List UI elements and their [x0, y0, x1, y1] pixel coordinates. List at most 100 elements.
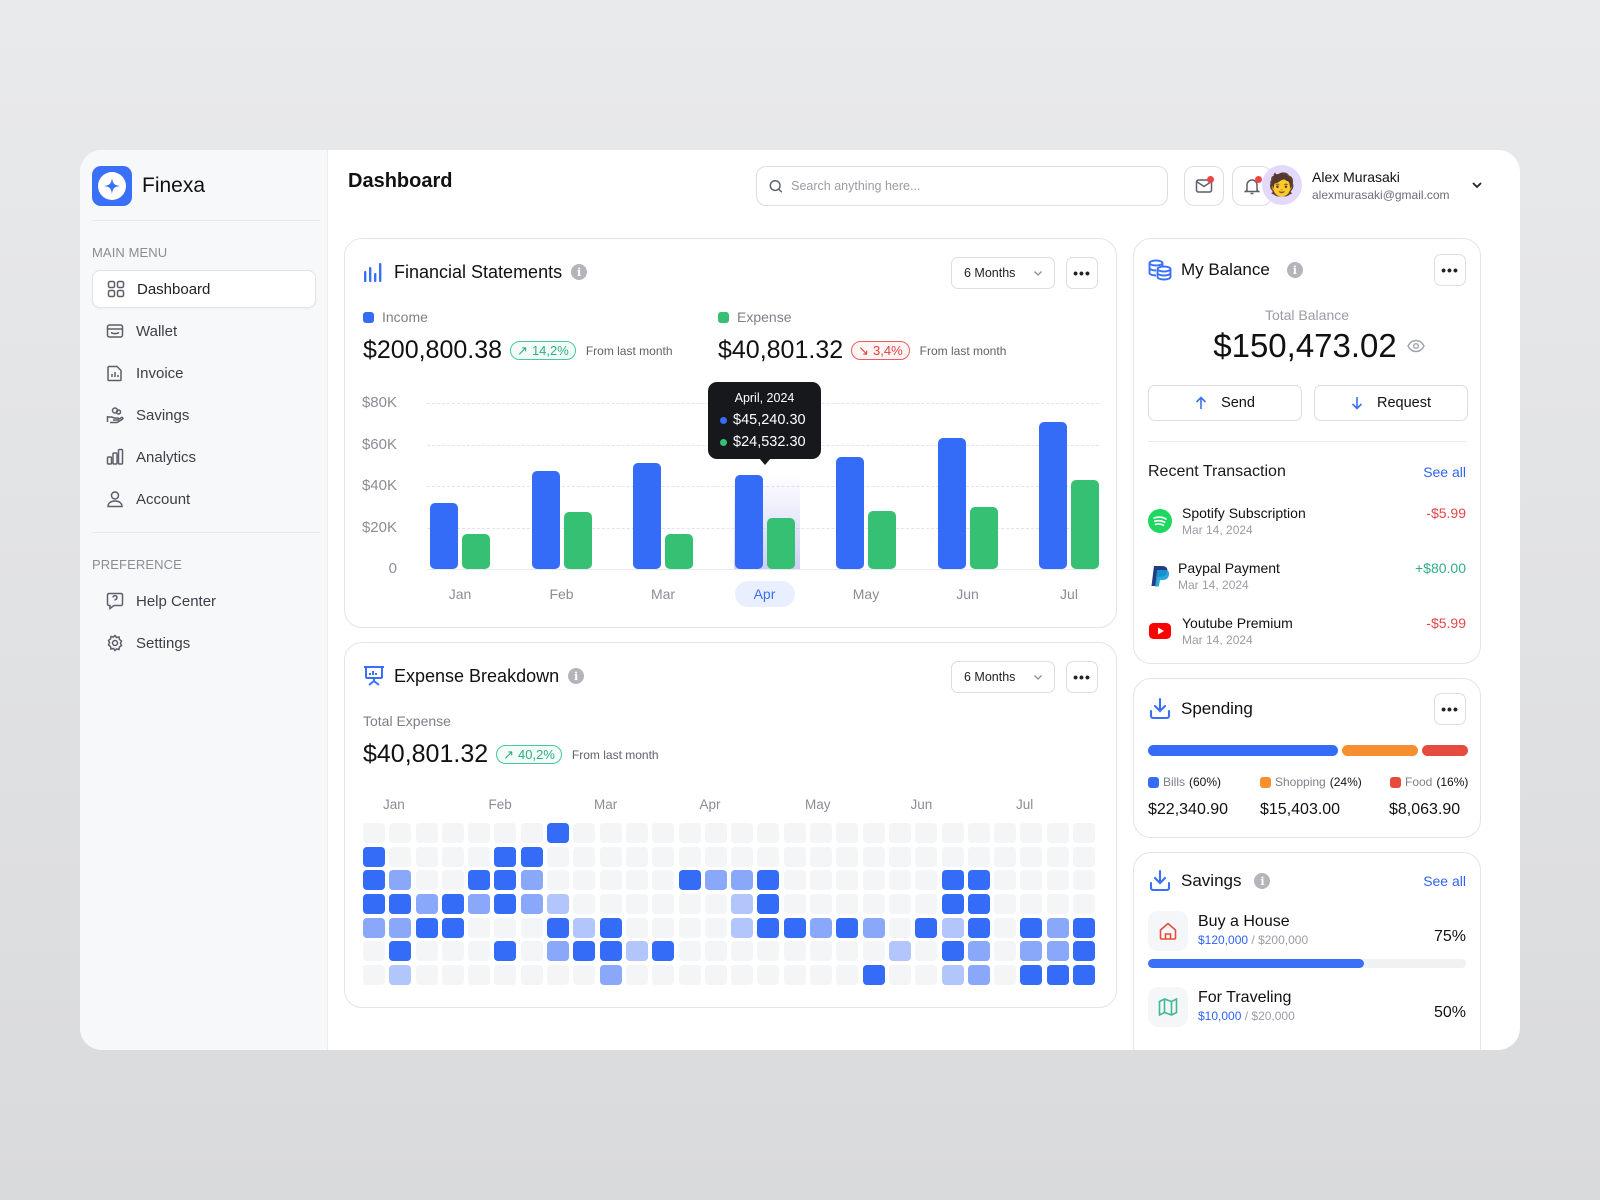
- info-icon[interactable]: i: [571, 264, 588, 280]
- heatmap-cell[interactable]: [836, 846, 859, 867]
- heatmap-cell[interactable]: [1073, 917, 1096, 938]
- brand[interactable]: Finexa: [92, 166, 315, 206]
- heatmap-cell[interactable]: [363, 846, 385, 867]
- heatmap-cell[interactable]: [441, 823, 464, 843]
- heatmap-cell[interactable]: [810, 917, 833, 938]
- heatmap-cell[interactable]: [652, 870, 675, 891]
- heatmap-cell[interactable]: [573, 846, 596, 867]
- see-all-savings-link[interactable]: See all: [1423, 873, 1466, 889]
- info-icon[interactable]: i: [1286, 262, 1303, 278]
- heatmap-cell[interactable]: [757, 823, 780, 843]
- heatmap-cell[interactable]: [757, 894, 780, 915]
- heatmap-cell[interactable]: [415, 870, 438, 891]
- x-axis-label-jul[interactable]: Jul: [1060, 586, 1078, 602]
- heatmap-cell[interactable]: [915, 965, 938, 986]
- heatmap-cell[interactable]: [468, 894, 491, 915]
- heatmap-cell[interactable]: [573, 894, 596, 915]
- heatmap-cell[interactable]: [941, 917, 964, 938]
- expense-bar[interactable]: [462, 533, 490, 569]
- heatmap-cell[interactable]: [757, 941, 780, 962]
- expense-bar[interactable]: [969, 506, 998, 569]
- heatmap-cell[interactable]: [415, 917, 438, 938]
- heatmap-cell[interactable]: [862, 917, 885, 938]
- heatmap-cell[interactable]: [810, 894, 833, 915]
- heatmap-cell[interactable]: [415, 894, 438, 915]
- heatmap-cell[interactable]: [704, 894, 727, 915]
- heatmap-cell[interactable]: [731, 846, 754, 867]
- heatmap-cell[interactable]: [652, 941, 675, 962]
- heatmap-cell[interactable]: [783, 917, 806, 938]
- heatmap-cell[interactable]: [994, 870, 1017, 891]
- heatmap-cell[interactable]: [731, 917, 754, 938]
- heatmap-cell[interactable]: [888, 894, 911, 915]
- heatmap-cell[interactable]: [731, 941, 754, 962]
- heatmap-cell[interactable]: [441, 965, 464, 986]
- transaction-row[interactable]: Youtube Premium Mar 14, 2024 -$5.99: [1148, 615, 1466, 651]
- heatmap-cell[interactable]: [468, 917, 491, 938]
- heatmap-cell[interactable]: [389, 823, 412, 843]
- heatmap-cell[interactable]: [494, 917, 517, 938]
- heatmap-cell[interactable]: [1020, 965, 1043, 986]
- heatmap-cell[interactable]: [994, 846, 1017, 867]
- heatmap-cell[interactable]: [625, 823, 648, 843]
- heatmap-cell[interactable]: [915, 823, 938, 843]
- more-button[interactable]: •••: [1066, 661, 1098, 693]
- heatmap-cell[interactable]: [783, 941, 806, 962]
- heatmap-cell[interactable]: [494, 894, 517, 915]
- heatmap-cell[interactable]: [363, 823, 385, 843]
- heatmap-cell[interactable]: [678, 917, 701, 938]
- heatmap-cell[interactable]: [441, 846, 464, 867]
- heatmap-cell[interactable]: [494, 941, 517, 962]
- heatmap-cell[interactable]: [810, 870, 833, 891]
- heatmap-cell[interactable]: [915, 870, 938, 891]
- income-bar[interactable]: [531, 471, 560, 569]
- heatmap-cell[interactable]: [468, 941, 491, 962]
- heatmap-cell[interactable]: [678, 823, 701, 843]
- heatmap-cell[interactable]: [941, 894, 964, 915]
- sidebar-item-dashboard[interactable]: Dashboard: [92, 270, 316, 308]
- search-input[interactable]: [791, 179, 1155, 193]
- heatmap-cell[interactable]: [967, 917, 990, 938]
- income-bar[interactable]: [1039, 421, 1067, 569]
- heatmap-cell[interactable]: [441, 894, 464, 915]
- heatmap-cell[interactable]: [704, 917, 727, 938]
- heatmap-cell[interactable]: [547, 941, 570, 962]
- heatmap-cell[interactable]: [1046, 846, 1069, 867]
- heatmap-cell[interactable]: [704, 965, 727, 986]
- heatmap-cell[interactable]: [547, 846, 570, 867]
- heatmap-cell[interactable]: [994, 823, 1017, 843]
- sidebar-item-wallet[interactable]: Wallet: [92, 312, 316, 350]
- heatmap-cell[interactable]: [652, 917, 675, 938]
- transaction-row[interactable]: Paypal Payment Mar 14, 2024 +$80.00: [1148, 560, 1466, 596]
- more-button[interactable]: •••: [1434, 254, 1466, 286]
- heatmap-cell[interactable]: [599, 965, 622, 986]
- search-box[interactable]: [756, 166, 1168, 206]
- heatmap-cell[interactable]: [363, 941, 385, 962]
- heatmap-cell[interactable]: [573, 941, 596, 962]
- heatmap-cell[interactable]: [625, 965, 648, 986]
- heatmap-cell[interactable]: [1020, 917, 1043, 938]
- heatmap-cell[interactable]: [941, 846, 964, 867]
- heatmap-cell[interactable]: [888, 870, 911, 891]
- heatmap-cell[interactable]: [494, 965, 517, 986]
- sidebar-item-savings[interactable]: Savings: [92, 396, 316, 434]
- heatmap-cell[interactable]: [888, 823, 911, 843]
- heatmap-cell[interactable]: [862, 870, 885, 891]
- heatmap-cell[interactable]: [783, 965, 806, 986]
- income-bar[interactable]: [734, 475, 763, 569]
- heatmap-cell[interactable]: [757, 870, 780, 891]
- more-button[interactable]: •••: [1434, 693, 1466, 725]
- user-menu[interactable]: 🧑 Alex Murasaki alexmurasaki@gmail.com: [1262, 165, 1450, 205]
- heatmap-cell[interactable]: [1020, 846, 1043, 867]
- heatmap-cell[interactable]: [1073, 941, 1096, 962]
- heatmap-cell[interactable]: [547, 917, 570, 938]
- heatmap-cell[interactable]: [731, 823, 754, 843]
- heatmap-cell[interactable]: [1046, 894, 1069, 915]
- heatmap-cell[interactable]: [704, 823, 727, 843]
- heatmap-cell[interactable]: [599, 823, 622, 843]
- heatmap-cell[interactable]: [652, 894, 675, 915]
- heatmap-cell[interactable]: [994, 941, 1017, 962]
- heatmap-cell[interactable]: [1073, 894, 1096, 915]
- income-bar[interactable]: [836, 456, 864, 569]
- heatmap-cell[interactable]: [520, 894, 543, 915]
